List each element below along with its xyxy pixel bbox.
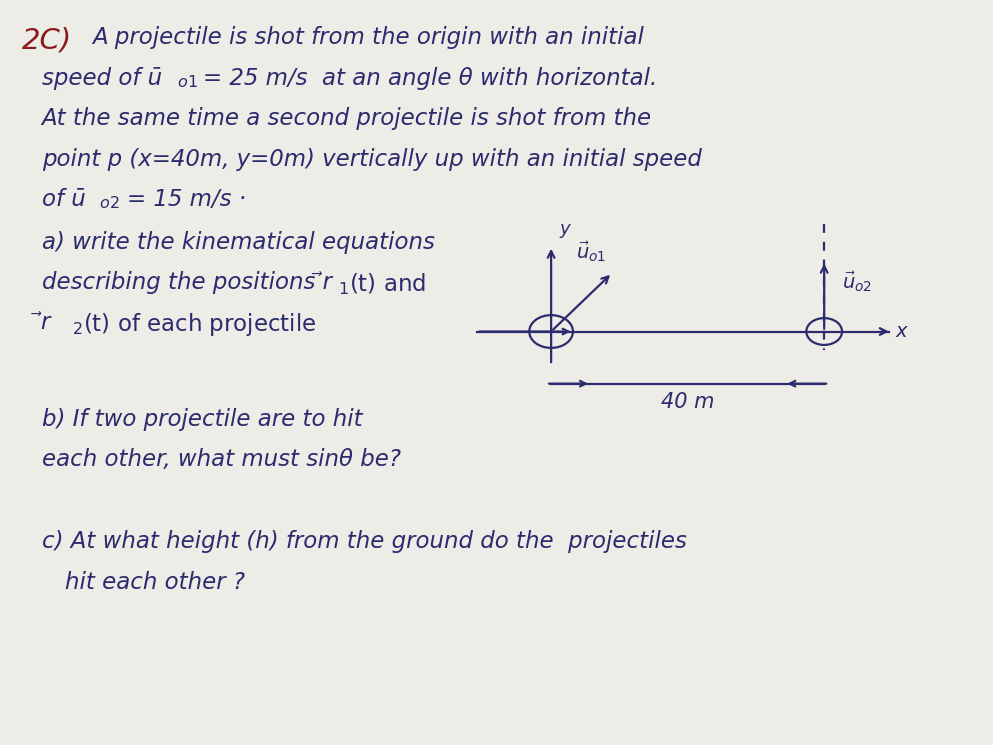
Text: y: y [559, 221, 570, 238]
Text: 2C): 2C) [22, 26, 72, 54]
Text: ⃗r: ⃗r [42, 311, 51, 335]
Text: $_1$(t) and: $_1$(t) and [338, 271, 426, 297]
Text: point p (x=40m, y=0m) vertically up with an initial speed: point p (x=40m, y=0m) vertically up with… [42, 148, 702, 171]
Text: hit each other ?: hit each other ? [65, 571, 244, 594]
Text: 40 m: 40 m [661, 392, 714, 411]
Text: = 15 m/s ·: = 15 m/s · [127, 188, 246, 211]
Text: c) At what height (h) from the ground do the  projectiles: c) At what height (h) from the ground do… [42, 530, 686, 554]
Text: $\vec{u}_{o2}$: $\vec{u}_{o2}$ [842, 270, 872, 294]
Text: x: x [896, 322, 908, 341]
Text: At the same time a second projectile is shot from the: At the same time a second projectile is … [42, 107, 651, 130]
Text: describing the positions ⃗r: describing the positions ⃗r [42, 271, 332, 294]
Text: $_{o1}$: $_{o1}$ [177, 67, 198, 90]
Text: each other, what must sinθ be?: each other, what must sinθ be? [42, 448, 401, 472]
Text: $_{o2}$: $_{o2}$ [99, 188, 120, 211]
Text: A projectile is shot from the origin with an initial: A projectile is shot from the origin wit… [92, 26, 644, 49]
Text: b) If two projectile are to hit: b) If two projectile are to hit [42, 408, 362, 431]
Text: speed of ū: speed of ū [42, 67, 162, 90]
Text: = 25 m/s  at an angle θ with horizontal.: = 25 m/s at an angle θ with horizontal. [203, 67, 656, 90]
Text: $\vec{u}_{o1}$: $\vec{u}_{o1}$ [576, 239, 606, 264]
Text: of ū: of ū [42, 188, 85, 211]
Text: a) write the kinematical equations: a) write the kinematical equations [42, 231, 435, 254]
Text: $_2$(t) of each projectile: $_2$(t) of each projectile [72, 311, 317, 338]
